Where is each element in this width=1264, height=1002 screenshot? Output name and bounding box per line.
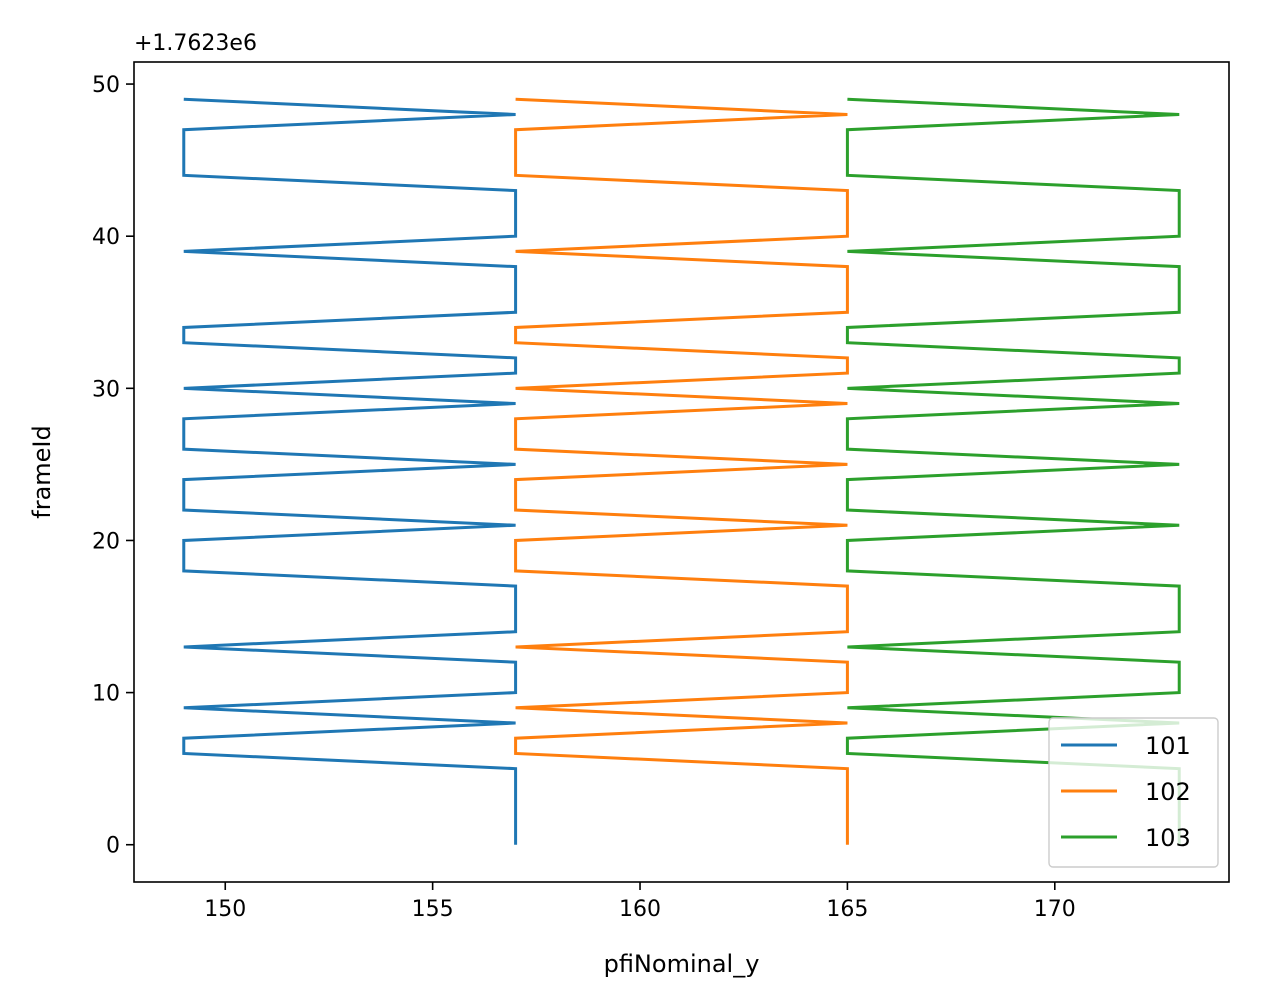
x-tick-label: 170	[1034, 897, 1076, 922]
legend-label-102: 102	[1145, 778, 1191, 806]
y-tick-label: 20	[92, 529, 120, 554]
x-tick-label: 150	[204, 897, 246, 922]
series-line-101	[182, 97, 518, 845]
legend: 101 102 103	[1048, 717, 1219, 868]
legend-label-103: 103	[1145, 824, 1191, 852]
legend-label-101: 101	[1145, 732, 1191, 760]
y-tick-label: 40	[92, 225, 120, 250]
y-tick-label: 30	[92, 377, 120, 402]
y-axis-offset-label: +1.7623e6	[134, 31, 257, 56]
y-tick-label: 0	[106, 834, 120, 859]
legend-box	[1048, 717, 1219, 868]
plot-frame	[133, 61, 1230, 883]
x-tick-label: 160	[619, 897, 661, 922]
x-tick-label: 165	[826, 897, 868, 922]
x-axis-label: pfiNominal_y	[604, 950, 760, 978]
y-tick-label: 50	[92, 73, 120, 98]
x-axis: 150 155 160 165 170	[204, 882, 1076, 922]
y-axis-label: frameId	[28, 425, 56, 518]
y-tick-label: 10	[92, 682, 120, 707]
series-layer	[182, 97, 1181, 845]
y-axis: 0 10 20 30 40 50	[92, 73, 134, 859]
x-tick-label: 155	[412, 897, 454, 922]
series-line-102	[514, 97, 849, 845]
series-line-103	[845, 97, 1181, 845]
